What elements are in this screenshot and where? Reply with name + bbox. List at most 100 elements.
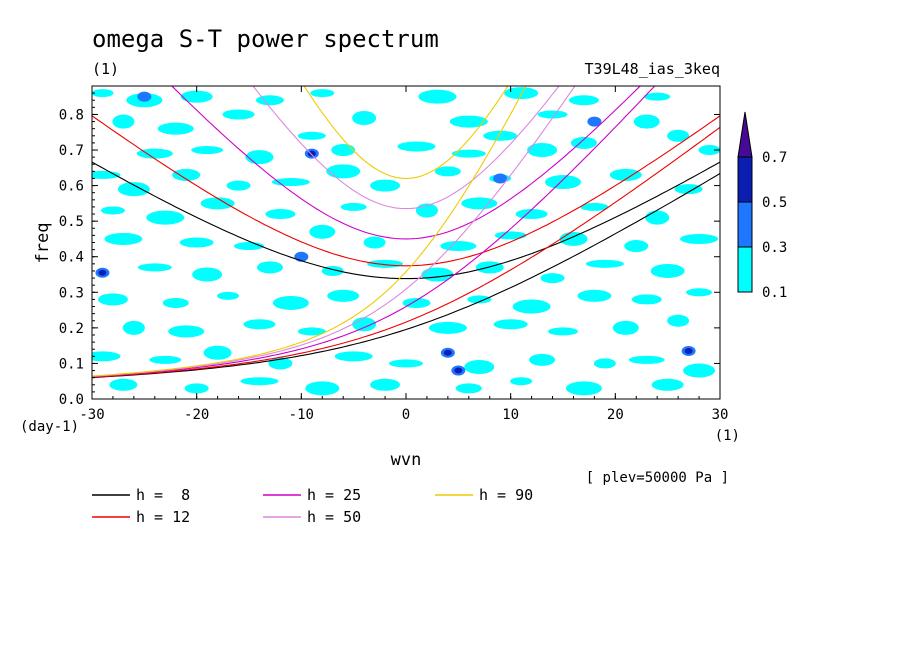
contour-blob [515,209,548,220]
curve-h25-upper [171,86,641,240]
contour-blob [537,110,568,119]
curve-h8-upper [92,161,720,280]
contour-blob [683,363,716,378]
contour-blob [644,92,671,101]
y-tick-label: 0.0 [59,392,84,408]
contour-blob [593,358,616,369]
contour-blob [428,321,467,334]
contour-blob [92,170,121,179]
legend-label: h = 90 [479,486,533,504]
contour-blob [98,269,107,276]
contour-blob [577,289,612,302]
contour-blob [162,297,189,308]
x-tick-label: 0 [402,407,410,423]
contour-blob [667,129,690,142]
curve-h50-lower [92,86,576,377]
curve-h90-lower [92,86,527,377]
experiment-label: T39L48_ias_3keq [585,60,720,78]
contour-blob [667,314,690,327]
contour-blob [370,378,401,391]
contour-blob [455,383,482,394]
contour-blob [222,109,255,120]
contour-blob [255,95,284,106]
y-tick-label: 0.6 [59,179,84,195]
contour-blob [92,89,114,98]
contour-blob [397,141,436,152]
contour-blob [454,367,463,374]
contour-blob [310,89,335,98]
curve-h25-lower [92,86,656,378]
chart-title: omega S-T power spectrum [92,25,439,53]
contour-blob [529,353,556,366]
contour-blob [698,145,720,156]
x-tick-label: -20 [184,407,209,423]
y-tick-label: 0.8 [59,107,84,123]
contour-blob [146,210,185,225]
contour-blob [245,150,274,165]
colorbar: 0.1 0.3 0.5 0.7 [737,111,787,301]
contour-blob [527,143,558,158]
contour-blob [650,263,685,278]
contour-blob [172,168,201,181]
contour-blob [559,231,588,246]
colorbar-label: 0.5 [762,195,787,211]
contour-blob [137,263,172,272]
contour-blob [200,197,235,210]
contour-blob [309,224,336,239]
contour-blob [587,116,602,127]
contour-blob [680,233,719,244]
contour-blob [363,236,386,249]
contour-blob [297,327,326,336]
curve-h12-lower [92,126,720,378]
contour-blob [109,378,138,391]
contour-blob [297,131,326,140]
contour-fill [92,87,720,396]
contour-blob [449,115,488,128]
y-tick-label: 0.2 [59,321,84,337]
contour-blob [674,184,703,195]
dispersion-curves [92,86,720,379]
contour-blob [184,383,209,394]
contour-blob [461,197,498,210]
x-tick-label: 10 [502,407,519,423]
contour-blob [628,355,665,364]
y-unit-label: (day-1) [20,419,79,435]
contour-blob [256,261,283,274]
legend: h = 8 h = 12 h = 25 h = 50 h = 90 [92,486,533,526]
contour-blob [136,148,173,159]
contour-blob [633,114,660,129]
contour-blob [651,378,684,391]
contour-blob [585,259,624,268]
contour-blob [684,347,693,354]
contour-blob [545,175,581,190]
unit-label: (1) [92,60,119,78]
contour-blob [203,345,232,360]
contour-blob [645,210,670,225]
contour-blob [97,293,128,306]
contour-blob [122,320,145,335]
contour-blob [191,146,224,155]
contour-blob [92,351,121,362]
contour-blob [464,359,495,374]
contour-blob [331,144,356,157]
colorbar-label: 0.3 [762,240,787,256]
contour-blob [327,289,360,302]
contour-blob [271,178,310,187]
curve-h12-upper [92,115,720,267]
colorbar-label: 0.7 [762,150,787,166]
contour-blob [612,320,639,335]
contour-blob [217,291,240,300]
contour-blob [510,377,533,386]
x-tick-label: -10 [289,407,314,423]
contour-blob [434,166,461,177]
legend-label: h = 25 [307,486,361,504]
contour-blob [112,114,135,129]
contour-blob [451,149,486,158]
curve-h8-lower [92,173,720,379]
contour-blob [157,122,194,135]
contour-blob [494,231,527,240]
legend-label: h = 12 [136,508,190,526]
y-axis-label: freq [33,223,53,264]
contour-blob [168,325,205,338]
